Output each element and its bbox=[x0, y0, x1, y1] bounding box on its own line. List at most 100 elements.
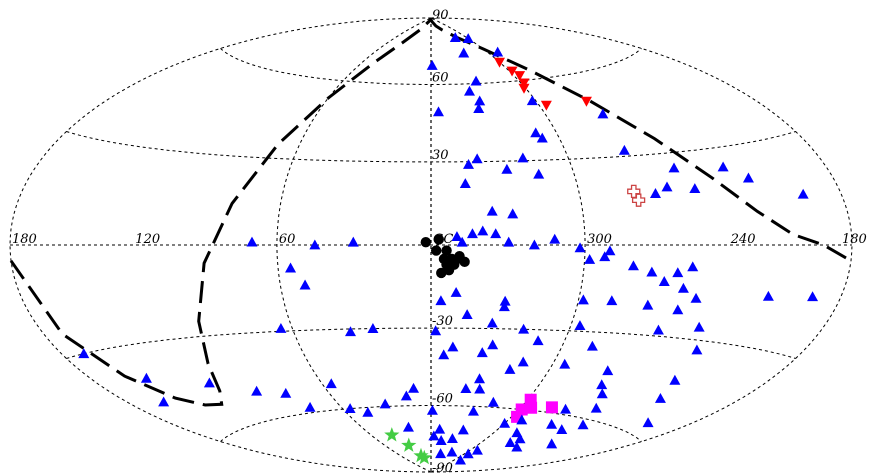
point-triangle-up bbox=[606, 295, 618, 306]
point-triangle-up bbox=[430, 325, 442, 336]
point-triangle-up bbox=[590, 402, 602, 413]
great-circle bbox=[9, 18, 852, 407]
longitude-label: 60 bbox=[279, 232, 296, 247]
point-triangle-up bbox=[459, 178, 471, 189]
point-triangle-up bbox=[627, 260, 639, 271]
parallel--60 bbox=[220, 405, 642, 442]
point-triangle-up bbox=[477, 225, 489, 236]
point-triangle-down bbox=[540, 100, 552, 111]
point-triangle-up bbox=[462, 33, 474, 43]
point-triangle-up bbox=[642, 299, 654, 310]
point-square bbox=[525, 401, 538, 414]
longitude-label: GC bbox=[433, 232, 453, 247]
point-triangle-up bbox=[687, 261, 699, 272]
point-triangle-up bbox=[345, 326, 357, 337]
point-triangle-up bbox=[532, 335, 544, 346]
latitude-label: -30 bbox=[432, 314, 453, 329]
point-triangle-up bbox=[528, 239, 540, 250]
point-triangle-up bbox=[518, 323, 530, 334]
point-triangle-up bbox=[367, 323, 379, 333]
point-triangle-up bbox=[457, 424, 469, 435]
point-triangle-up bbox=[658, 276, 670, 286]
point-triangle-up bbox=[549, 233, 561, 244]
point-triangle-up bbox=[577, 294, 589, 305]
point-star bbox=[401, 437, 417, 452]
point-triangle-up bbox=[689, 183, 701, 193]
point-triangle-up bbox=[797, 188, 809, 199]
point-triangle-up bbox=[304, 401, 316, 412]
point-triangle-up bbox=[560, 403, 572, 414]
longitude-label: 120 bbox=[135, 232, 160, 247]
point-triangle-up bbox=[474, 95, 486, 106]
point-star bbox=[384, 427, 400, 442]
point-triangle-up bbox=[668, 162, 680, 173]
point-triangle-up bbox=[654, 392, 666, 403]
point-triangle-up bbox=[516, 414, 528, 425]
point-triangle-up bbox=[464, 85, 476, 96]
point-triangle-down bbox=[494, 57, 506, 68]
parallel--30 bbox=[66, 327, 796, 359]
point-triangle-up bbox=[451, 231, 463, 241]
point-triangle-up bbox=[596, 388, 608, 399]
point-triangle-up bbox=[78, 348, 90, 359]
point-triangle-up bbox=[435, 448, 447, 459]
data-points bbox=[78, 32, 819, 465]
parallel-30 bbox=[66, 131, 796, 163]
point-triangle-up bbox=[596, 379, 608, 390]
point-triangle-up bbox=[487, 339, 499, 350]
point-circle bbox=[454, 251, 465, 262]
point-triangle-up bbox=[503, 236, 515, 247]
latitude-label: 60 bbox=[432, 70, 449, 85]
point-triangle-up bbox=[762, 290, 774, 301]
point-triangle-up bbox=[462, 448, 474, 459]
point-triangle-up bbox=[649, 188, 661, 198]
point-triangle-up bbox=[473, 103, 485, 114]
point-triangle-up bbox=[642, 417, 654, 428]
point-triangle-up bbox=[275, 322, 287, 333]
point-triangle-up bbox=[435, 435, 447, 445]
point-square bbox=[545, 401, 558, 414]
point-triangle-down bbox=[518, 83, 530, 94]
point-triangle-up bbox=[487, 396, 499, 407]
point-cross-open bbox=[631, 193, 646, 207]
point-triangle-up bbox=[584, 254, 596, 264]
point-triangle-up bbox=[470, 75, 482, 86]
point-triangle-up bbox=[672, 267, 684, 278]
point-triangle-up bbox=[408, 382, 420, 393]
point-triangle-up bbox=[577, 419, 589, 430]
point-triangle-up bbox=[140, 372, 152, 383]
point-triangle-up bbox=[498, 301, 510, 312]
galactic-plane-curve bbox=[9, 18, 852, 407]
point-circle bbox=[443, 264, 455, 276]
point-triangle-up bbox=[517, 356, 529, 367]
point-triangle-up bbox=[432, 106, 444, 117]
point-triangle-down bbox=[518, 78, 530, 89]
point-triangle-up bbox=[402, 421, 414, 432]
point-triangle-up bbox=[471, 153, 483, 164]
point-triangle-up bbox=[325, 378, 337, 389]
point-triangle-up bbox=[559, 358, 571, 369]
point-triangle-up bbox=[490, 228, 502, 239]
point-triangle-up bbox=[574, 242, 586, 253]
point-triangle-up bbox=[203, 377, 215, 388]
latitude-label: -60 bbox=[432, 392, 453, 407]
longitude-label: 300 bbox=[587, 232, 612, 247]
point-circle bbox=[430, 245, 442, 256]
point-triangle-up bbox=[449, 32, 461, 43]
point-triangle-up bbox=[501, 163, 513, 174]
point-triangle-up bbox=[514, 433, 526, 444]
point-triangle-up bbox=[536, 132, 548, 143]
point-triangle-down bbox=[580, 96, 592, 107]
point-triangle-up bbox=[158, 396, 170, 407]
point-triangle-up bbox=[251, 385, 263, 396]
point-triangle-up bbox=[717, 161, 729, 172]
point-triangle-up bbox=[618, 144, 630, 155]
point-triangle-up bbox=[400, 390, 412, 401]
latitude-label: 30 bbox=[432, 148, 449, 163]
point-triangle-up bbox=[471, 444, 483, 455]
point-triangle-up bbox=[344, 403, 356, 414]
point-circle bbox=[433, 234, 444, 245]
point-triangle-up bbox=[690, 292, 702, 303]
longitude-label: 240 bbox=[730, 232, 756, 247]
point-triangle-up bbox=[604, 245, 616, 256]
